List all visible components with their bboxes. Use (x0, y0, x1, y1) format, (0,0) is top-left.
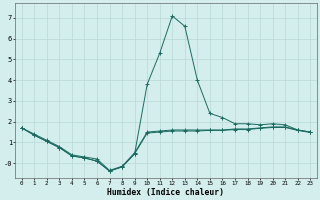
X-axis label: Humidex (Indice chaleur): Humidex (Indice chaleur) (108, 188, 225, 197)
